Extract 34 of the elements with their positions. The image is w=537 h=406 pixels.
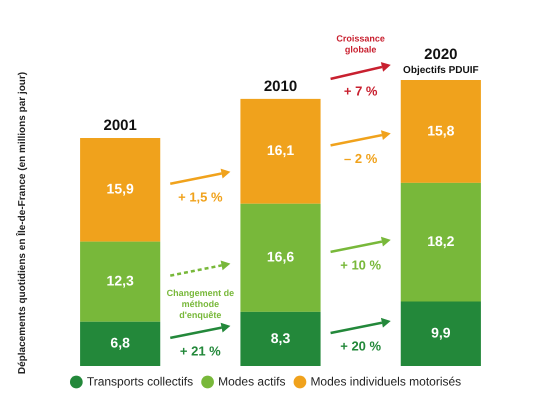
- bar: [400, 182, 481, 302]
- bar: [80, 138, 160, 242]
- x-tick-label: 2001: [103, 117, 137, 134]
- data-label: 18,2: [427, 233, 455, 250]
- data-label: 8,3: [270, 330, 290, 346]
- annotation: + 20 %: [340, 338, 382, 354]
- annotation: + 1,5 %: [178, 189, 223, 204]
- data-label: 16,1: [266, 142, 294, 158]
- x-tick-label: 2020: [424, 46, 458, 64]
- legend-label: Transports collectifs: [86, 374, 194, 388]
- data-label: 16,6: [266, 248, 294, 265]
- legend-label: Modes actifs: [218, 374, 286, 388]
- bar: [400, 80, 481, 183]
- annotation: Changement de méthode d'enquête: [166, 288, 234, 320]
- data-label: 6,8: [110, 334, 130, 351]
- text: Croissance globale: [336, 33, 385, 54]
- x-tick-label: 2010: [264, 78, 298, 96]
- bar: [240, 204, 321, 312]
- y-axis-title: Déplacements quotidiens en Île-de-France (en millions par jour): [16, 72, 28, 374]
- annotation: + 21 %: [180, 343, 222, 358]
- bar: [80, 242, 160, 322]
- annotation: + 10 %: [340, 257, 382, 272]
- data-label: 9,9: [431, 324, 451, 341]
- text: Objectifs PDUIF: [403, 64, 479, 76]
- bar: [240, 98, 321, 204]
- bar: [240, 312, 321, 366]
- legend-label: Modes individuels motorisés: [310, 374, 462, 388]
- data-label: 12,3: [106, 272, 134, 288]
- bar: [400, 302, 481, 366]
- bar: [80, 322, 160, 366]
- data-label: 15,9: [106, 180, 134, 197]
- data-label: 15,8: [427, 122, 455, 138]
- annotation: + 7 %: [344, 83, 378, 98]
- annotation: – 2 %: [344, 150, 378, 166]
